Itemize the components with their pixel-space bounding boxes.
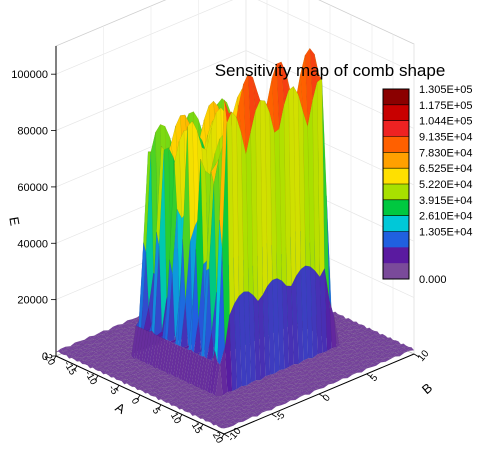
colorbar-label: 6.525E+04 (419, 163, 473, 175)
colorbar-swatch (383, 247, 409, 264)
comb-surface (55, 47, 415, 429)
x-tick-label: 10 (168, 411, 183, 427)
surface-cell (268, 406, 277, 411)
colorbar-swatch (383, 104, 409, 122)
colorbar-label: 2.610E+04 (419, 211, 473, 223)
colorbar-swatch (383, 263, 409, 280)
y-axis-label: B (419, 380, 435, 397)
colorbar: 1.305E+05 1.175E+05 1.044E+05 9.135E+04 7.83… (382, 84, 473, 286)
x-tick-label: 5 (150, 406, 163, 417)
colorbar-label: 1.305E+04 (419, 227, 473, 239)
x-tick-mark (220, 433, 225, 440)
colorbar-label: 9.135E+04 (419, 132, 473, 144)
y-tick-mark (318, 393, 325, 398)
colorbar-label: 3.915E+04 (419, 195, 473, 207)
surface-cell (249, 413, 258, 418)
colorbar-swatch (383, 152, 409, 169)
z-axis-label: E (6, 216, 22, 227)
colorbar-label: 1.175E+05 (419, 100, 473, 112)
colorbar-swatch (383, 89, 409, 106)
colorbar-swatch (383, 215, 409, 232)
z-grid-line (55, 0, 415, 75)
colorbar-label: 0.000 (419, 274, 447, 286)
colorbar-swatch (383, 199, 409, 217)
z-tick-label: 60000 (17, 182, 48, 194)
x-tick-mark (94, 375, 99, 381)
x-tick-mark (73, 365, 78, 371)
colorbar-swatch (383, 136, 409, 153)
colorbar-swatch (383, 168, 409, 185)
surface-cell (225, 423, 234, 428)
surface-cell (406, 347, 415, 352)
x-tick-mark (157, 404, 162, 410)
surface-cell (244, 416, 253, 420)
colorbar-swatch (383, 231, 409, 248)
colorbar-label: 7.830E+04 (419, 147, 473, 159)
x-tick-mark (199, 424, 204, 430)
z-tick-label: 100000 (11, 69, 48, 81)
x-tick-label: 0 (129, 396, 142, 407)
colorbar-label: 1.305E+05 (419, 84, 473, 96)
x-tick-mark (136, 394, 141, 401)
surface-cell (221, 426, 230, 429)
z-tick-label: 0 (42, 351, 48, 363)
colorbar-label: 5.220E+04 (419, 179, 473, 191)
x-tick-mark (115, 385, 120, 391)
z-tick-label: 20000 (17, 295, 48, 307)
x-tick-mark (178, 414, 183, 420)
y-tick-label: 5 (368, 372, 380, 384)
z-tick-label: 40000 (17, 238, 48, 250)
x-tick-label: 15 (189, 421, 204, 437)
y-tick-mark (223, 433, 230, 438)
colorbar-label: 1.044E+05 (419, 116, 473, 128)
z-tick-label: 80000 (17, 126, 48, 138)
x-tick-label: -5 (106, 384, 120, 398)
colorbar-swatch (383, 184, 409, 201)
y-tick-mark (366, 373, 372, 378)
surface-cell (396, 351, 405, 357)
colorbar-swatch (383, 120, 409, 137)
x-tick-label: 20 (210, 430, 225, 446)
y-tick-mark (271, 413, 277, 418)
y-tick-label: 0 (321, 392, 333, 404)
y-tick-label: 10 (416, 348, 432, 364)
x-axis-label: A (113, 399, 128, 416)
surface-cell (287, 397, 296, 402)
x-tick-mark (52, 355, 57, 362)
y-tick-mark (413, 353, 420, 358)
chart-title: Sensitivity map of comb shape (215, 61, 446, 80)
